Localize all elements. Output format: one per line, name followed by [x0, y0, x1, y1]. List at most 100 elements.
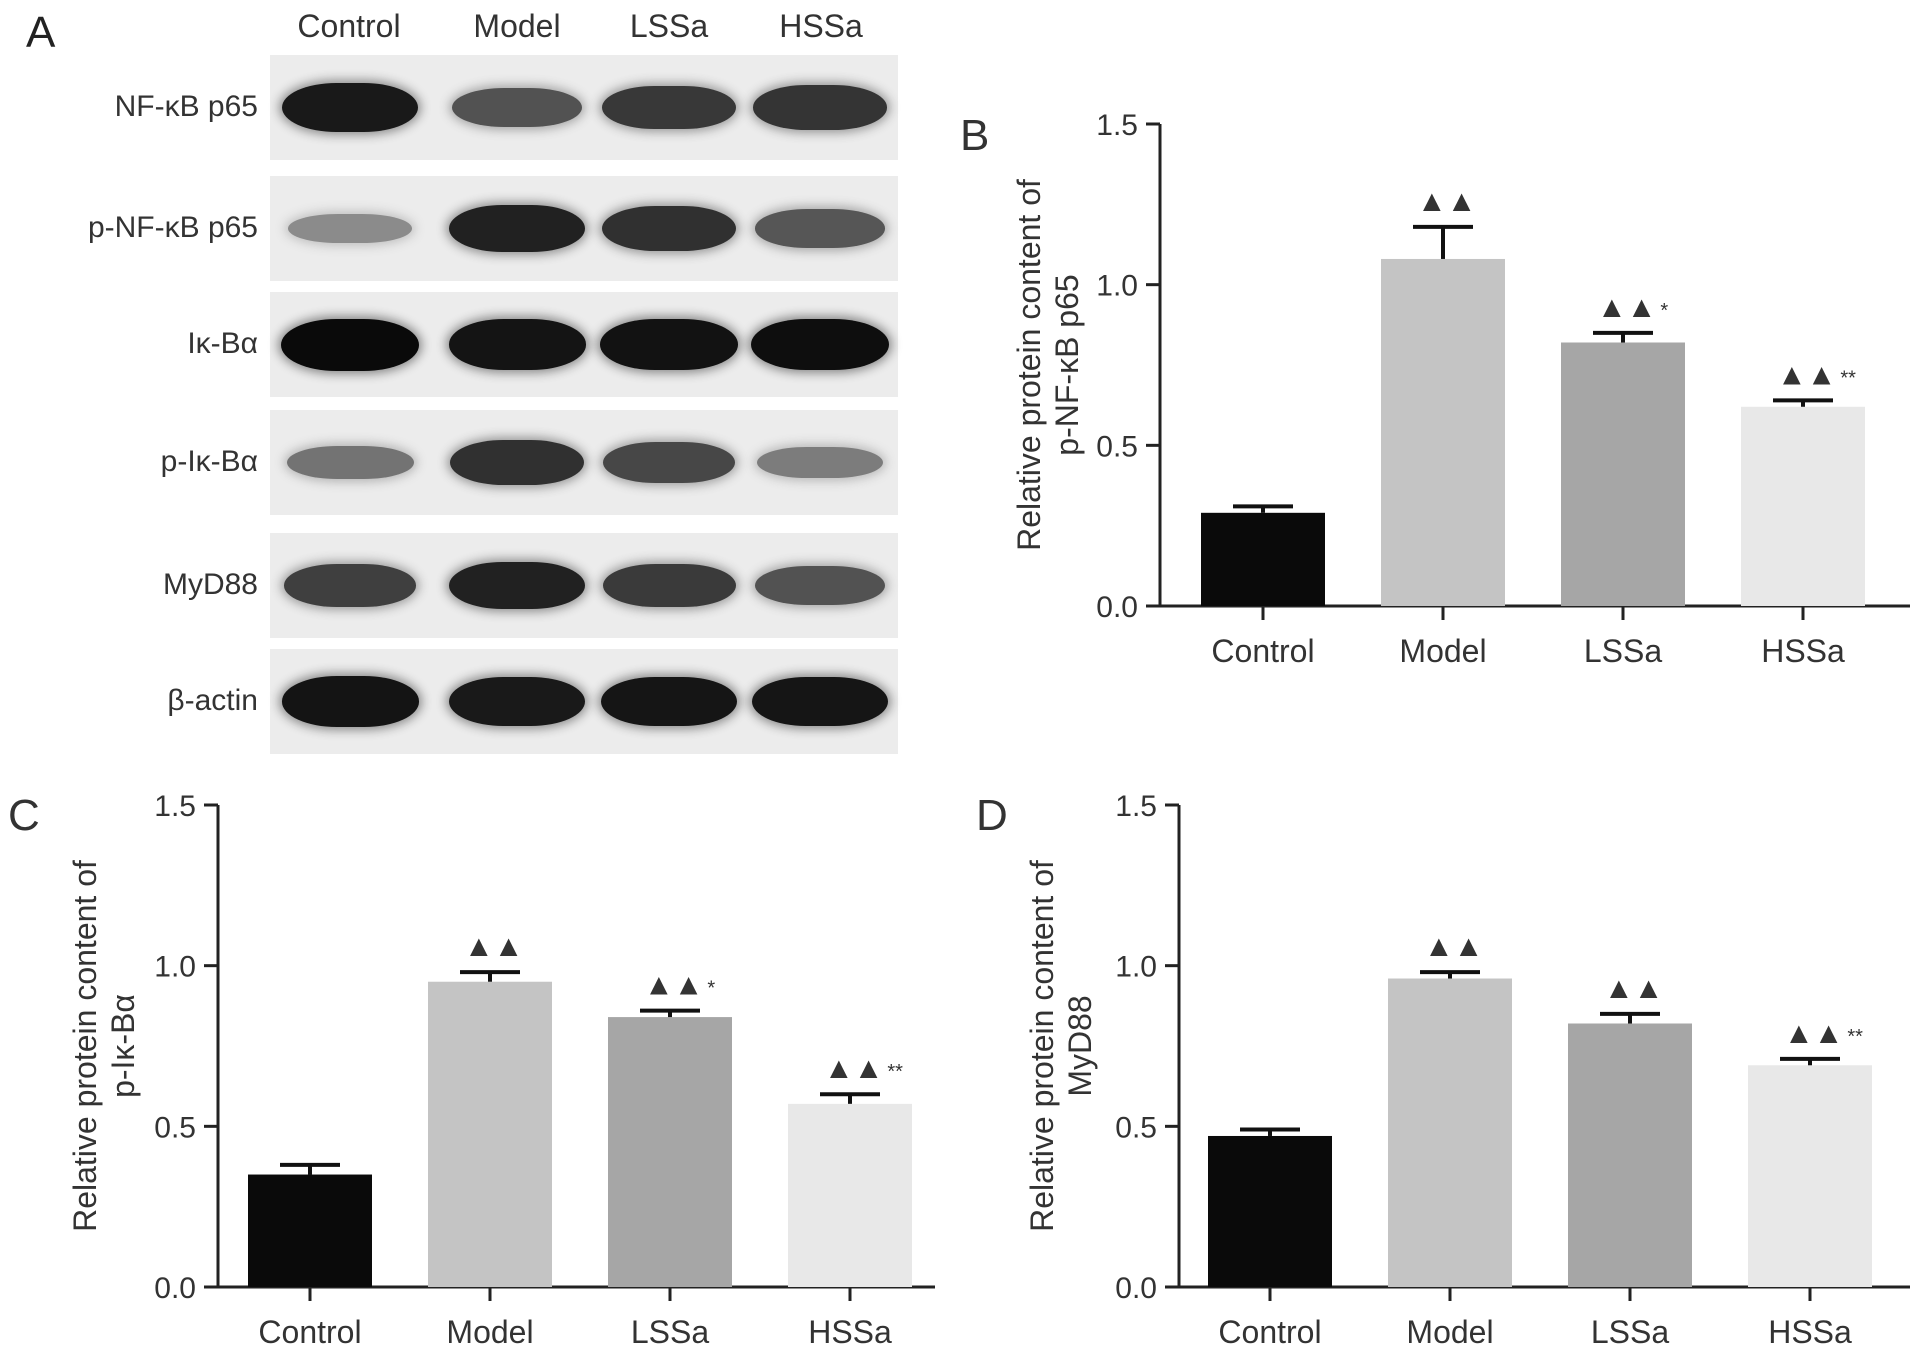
significance-annotation: ▲▲ ** [1777, 358, 1856, 391]
y-tick-label: 1.0 [154, 951, 196, 984]
blot-band [449, 561, 585, 610]
blot-band [753, 85, 887, 130]
x-tick-label: HSSa [1761, 633, 1845, 669]
significance-triangles: ▲▲ [1417, 185, 1476, 218]
blot-band [600, 676, 738, 727]
y-tick-label: 0.5 [1115, 1111, 1157, 1144]
blot-band [603, 441, 735, 484]
protein-label: Iκ-Bα [187, 326, 258, 360]
significance-annotation: ▲▲ ** [824, 1052, 903, 1085]
x-tick-label: Control [258, 1314, 361, 1349]
y-axis-label-line: Relative protein content of [67, 860, 103, 1232]
x-tick-label: Model [446, 1314, 533, 1349]
protein-label: NF-κB p65 [114, 89, 258, 123]
y-axis-label-line: MyD88 [1062, 995, 1098, 1096]
blot-band [450, 439, 584, 486]
protein-label: p-NF-κB p65 [87, 210, 258, 244]
y-tick-label: 0.5 [154, 1111, 196, 1144]
lane-label-model: Model [473, 8, 561, 44]
blot-band [449, 204, 585, 253]
bar-hssa [1741, 406, 1865, 606]
y-tick-label: 0.0 [1115, 1272, 1157, 1305]
x-tick-label: LSSa [631, 1314, 709, 1349]
bar-model [1381, 258, 1505, 606]
blot-band [751, 318, 889, 371]
bar-lssa [1568, 1023, 1692, 1287]
significance-triangles: ▲▲ [1784, 1017, 1843, 1050]
protein-label: p-Iκ-Bα [160, 444, 258, 478]
panel-letter: B [960, 111, 989, 160]
x-tick-label: LSSa [1584, 633, 1662, 669]
bar-lssa [1561, 342, 1685, 606]
y-tick-label: 1.5 [1096, 109, 1138, 142]
y-tick-label: 1.5 [154, 790, 196, 823]
significance-triangles: ▲▲ [1777, 358, 1836, 391]
y-tick-label: 1.0 [1115, 951, 1157, 984]
x-tick-label: Control [1211, 633, 1314, 669]
significance-annotation: ▲▲ [1417, 185, 1476, 218]
significance-stars: * [707, 978, 715, 1000]
protein-label: MyD88 [162, 567, 258, 601]
x-tick-label: Model [1406, 1314, 1493, 1349]
x-tick-label: Control [1218, 1314, 1321, 1349]
significance-stars: * [1660, 300, 1668, 322]
significance-annotation: ▲▲ [1424, 930, 1483, 963]
blot-band [754, 565, 886, 606]
significance-triangles: ▲▲ [1604, 972, 1663, 1005]
bar-hssa [1748, 1065, 1872, 1287]
y-tick-label: 0.5 [1096, 430, 1138, 463]
blot-band [451, 87, 583, 128]
blot-band [281, 676, 419, 727]
blot-band [283, 564, 417, 607]
y-tick-label: 0.0 [1096, 591, 1138, 624]
significance-annotation: ▲▲ * [644, 969, 715, 1002]
significance-annotation: ▲▲ [464, 930, 523, 963]
bar-hssa [788, 1103, 912, 1287]
significance-triangles: ▲▲ [644, 969, 703, 1002]
y-tick-label: 1.0 [1096, 270, 1138, 303]
panel-letter: C [8, 791, 40, 840]
x-tick-label: LSSa [1591, 1314, 1669, 1349]
significance-annotation: ▲▲ ** [1784, 1017, 1863, 1050]
significance-triangles: ▲▲ [824, 1052, 883, 1085]
x-tick-label: HSSa [1768, 1314, 1852, 1349]
blot-band [757, 446, 883, 479]
blot-band [448, 676, 586, 727]
bar-control [1208, 1135, 1332, 1287]
significance-stars: ** [887, 1061, 903, 1083]
y-axis-label: Relative protein content ofMyD88 [1024, 860, 1098, 1232]
bar-control [248, 1174, 372, 1287]
significance-annotation: ▲▲ [1604, 972, 1663, 1005]
y-axis-label: Relative protein content ofp-NF-κB p65 [1011, 179, 1085, 551]
blot-band [755, 209, 885, 248]
bar-lssa [608, 1017, 732, 1287]
blot-band [448, 319, 586, 370]
significance-stars: ** [1847, 1026, 1863, 1048]
blot-band [602, 563, 736, 608]
significance-triangles: ▲▲ [1597, 291, 1656, 324]
bar-model [428, 981, 552, 1287]
blot-band [602, 205, 736, 252]
blot-band [286, 445, 414, 480]
blot-band [281, 82, 419, 133]
blot-band [600, 319, 738, 370]
significance-triangles: ▲▲ [1424, 930, 1483, 963]
panel-letter: D [976, 791, 1008, 840]
y-tick-label: 0.0 [154, 1272, 196, 1305]
significance-stars: ** [1840, 367, 1856, 389]
y-axis-label: Relative protein content ofp-Iκ-Bα [67, 860, 141, 1232]
significance-triangles: ▲▲ [464, 930, 523, 963]
x-tick-label: Model [1399, 633, 1486, 669]
lane-label-hssa: HSSa [779, 8, 863, 44]
blot-band [751, 676, 889, 727]
bar-control [1201, 512, 1325, 606]
lane-label-control: Control [297, 8, 401, 44]
y-axis-label-line: Relative protein content of [1024, 860, 1060, 1232]
bar-model [1388, 978, 1512, 1287]
blot-band [602, 85, 736, 130]
panel-letter-a: A [26, 8, 56, 57]
protein-label: β-actin [167, 683, 258, 717]
y-axis-label-line: p-NF-κB p65 [1049, 274, 1085, 455]
y-axis-label-line: p-Iκ-Bα [105, 994, 141, 1098]
